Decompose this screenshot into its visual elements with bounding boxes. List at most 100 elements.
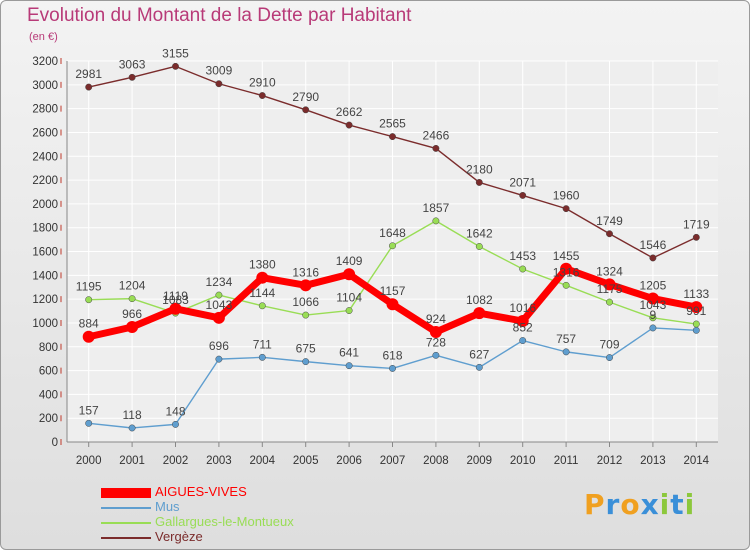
- data-label: 1316: [292, 265, 319, 279]
- data-label: 2180: [466, 162, 493, 176]
- data-label: 1642: [466, 226, 493, 240]
- y-tick-label: 2800: [32, 104, 58, 116]
- y-tick-label: 1000: [32, 318, 58, 330]
- legend-swatch: [101, 488, 151, 498]
- data-label: 3063: [119, 57, 146, 71]
- data-point: [606, 298, 613, 306]
- x-tick-label: 2013: [640, 455, 666, 467]
- chart-subtitle: (en €): [29, 31, 58, 43]
- x-tick-label: 2012: [597, 455, 623, 467]
- data-point: [519, 265, 527, 273]
- data-point: [692, 326, 700, 334]
- data-point: [386, 298, 399, 311]
- data-point: [85, 419, 93, 427]
- data-label: 991: [686, 304, 706, 318]
- y-tick-label: 2400: [32, 151, 58, 163]
- data-point: [212, 311, 225, 324]
- data-point: [519, 191, 527, 199]
- chart-legend: AIGUES-VIVES Mus Gallargues-le-Montueux Ver…: [101, 484, 421, 546]
- data-label: 1119: [163, 289, 188, 303]
- data-point: [128, 424, 136, 432]
- data-point: [128, 295, 136, 303]
- y-tick-label: 1800: [32, 223, 58, 235]
- data-label: 1082: [466, 293, 493, 307]
- data-label: 2910: [249, 76, 276, 90]
- data-label: 757: [556, 332, 576, 346]
- data-point: [475, 178, 483, 186]
- data-point: [646, 292, 659, 305]
- y-tick-label: 200: [39, 413, 58, 425]
- y-tick-label: 400: [39, 389, 58, 401]
- legend-swatch: [101, 507, 151, 509]
- data-point: [302, 358, 310, 366]
- data-label: 1205: [640, 279, 667, 293]
- legend-label: Mus: [155, 499, 180, 514]
- x-tick-label: 2000: [76, 455, 102, 467]
- y-tick-label: 2000: [32, 199, 58, 211]
- data-label: 1083: [162, 293, 189, 307]
- data-point: [606, 354, 613, 362]
- x-tick-label: 2011: [554, 455, 579, 467]
- data-point: [82, 330, 95, 343]
- data-point: [560, 262, 573, 275]
- data-point: [215, 355, 223, 363]
- data-point: [649, 324, 657, 332]
- data-label: 1066: [292, 295, 319, 309]
- data-label: 627: [469, 347, 489, 361]
- data-label: 3155: [162, 46, 189, 60]
- data-label: 696: [209, 339, 229, 353]
- data-label: 1104: [336, 291, 362, 305]
- data-label: 1960: [553, 189, 580, 203]
- data-point: [603, 278, 616, 291]
- data-label: 2662: [336, 105, 363, 119]
- x-tick-label: 2009: [467, 455, 493, 467]
- data-label: 9: [650, 308, 657, 322]
- data-point: [429, 325, 442, 338]
- data-label: 1195: [76, 280, 102, 294]
- logo-letter: P: [584, 488, 606, 521]
- data-label: 1204: [119, 279, 146, 293]
- logo-letter: i: [659, 488, 671, 521]
- data-label: 1175: [597, 282, 623, 296]
- data-point: [432, 144, 440, 152]
- chart-title: Evolution du Montant de la Dette par Hab…: [27, 5, 412, 26]
- legend-swatch: [101, 537, 151, 539]
- data-point: [432, 351, 440, 359]
- data-label: 1043: [206, 298, 233, 312]
- x-tick-label: 2003: [206, 455, 232, 467]
- data-label: 157: [79, 403, 99, 417]
- data-point: [343, 268, 356, 281]
- data-point: [128, 73, 136, 81]
- data-point: [258, 302, 266, 310]
- data-label: 1144: [249, 286, 275, 300]
- data-point: [299, 279, 312, 292]
- data-label: 2981: [75, 67, 102, 81]
- legend-swatch: [101, 522, 151, 524]
- data-point: [302, 106, 310, 114]
- data-label: 1016: [509, 301, 536, 315]
- y-tick-label: 3200: [32, 56, 58, 68]
- y-tick-label: 1200: [32, 294, 58, 306]
- data-label: 1749: [596, 214, 623, 228]
- data-label: 728: [426, 335, 446, 349]
- proxiti-logo: Proxiti: [584, 488, 695, 521]
- data-label: 1380: [249, 258, 276, 272]
- data-point: [345, 307, 353, 315]
- legend-item: Gallargues-le-Montueux: [101, 514, 421, 531]
- logo-letter: r: [605, 488, 621, 521]
- data-point: [562, 205, 570, 213]
- data-point: [692, 320, 700, 328]
- y-tick-label: 1400: [32, 270, 58, 282]
- legend-item: AIGUES-VIVES: [101, 484, 421, 501]
- data-point: [649, 254, 657, 262]
- y-tick-label: 1600: [32, 247, 58, 259]
- data-label: 618: [382, 348, 402, 362]
- data-point: [215, 291, 223, 299]
- data-point: [85, 83, 93, 91]
- data-point: [475, 363, 483, 371]
- data-label: 2071: [509, 175, 536, 189]
- data-label: 148: [165, 404, 185, 418]
- data-point: [172, 420, 179, 428]
- data-point: [519, 337, 527, 345]
